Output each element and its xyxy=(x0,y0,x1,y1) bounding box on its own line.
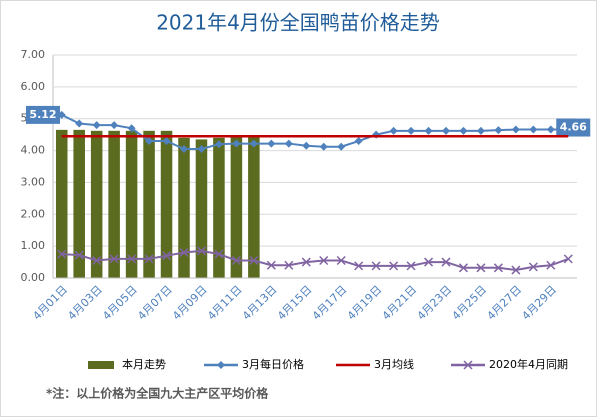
legend-label: 2020年4月同期 xyxy=(489,357,568,371)
legend-label: 本月走势 xyxy=(122,357,166,371)
point xyxy=(179,247,189,258)
point xyxy=(301,257,311,267)
data-label: 4.66 xyxy=(560,121,587,134)
bar xyxy=(195,139,208,278)
point xyxy=(511,125,520,134)
point xyxy=(232,139,241,148)
point xyxy=(110,121,119,130)
point xyxy=(249,139,258,148)
point xyxy=(337,142,346,151)
point xyxy=(162,251,172,261)
y-tick-label: 1.00 xyxy=(21,239,46,252)
point xyxy=(458,263,468,273)
point xyxy=(563,254,573,264)
bar xyxy=(160,130,173,278)
point xyxy=(406,261,416,271)
point xyxy=(336,255,346,266)
bar xyxy=(90,130,103,278)
y-tick-label: 7.00 xyxy=(21,48,46,61)
point xyxy=(546,260,556,270)
point xyxy=(249,255,259,266)
point xyxy=(127,254,137,264)
point xyxy=(145,137,154,146)
point xyxy=(266,260,276,270)
y-tick-label: 3.00 xyxy=(21,175,46,188)
point xyxy=(197,144,206,153)
legend-label: 3月每日价格 xyxy=(242,357,304,371)
point xyxy=(284,139,293,148)
bar xyxy=(178,137,190,278)
point xyxy=(75,119,84,128)
point xyxy=(528,262,538,272)
bar xyxy=(73,129,85,278)
y-tick-label: 6.00 xyxy=(21,80,46,93)
point xyxy=(302,141,311,150)
bar xyxy=(248,136,260,278)
point xyxy=(74,250,84,260)
line xyxy=(61,249,569,272)
point xyxy=(354,261,364,271)
point xyxy=(319,255,329,266)
point xyxy=(407,126,416,135)
bar xyxy=(213,137,225,278)
point xyxy=(57,249,67,259)
bar xyxy=(143,130,155,278)
point xyxy=(92,121,101,130)
point xyxy=(529,125,538,134)
point xyxy=(214,249,224,259)
point xyxy=(476,126,485,135)
y-tick-label: 4.00 xyxy=(21,144,46,157)
bar xyxy=(230,136,243,278)
point xyxy=(493,263,503,273)
legend-marker xyxy=(217,361,225,369)
point xyxy=(127,124,136,133)
point xyxy=(180,144,188,153)
legend-swatch xyxy=(88,361,114,369)
point xyxy=(511,265,521,275)
bar xyxy=(108,130,120,278)
point xyxy=(441,257,451,267)
legend-marker xyxy=(463,360,473,370)
point xyxy=(144,254,154,264)
chart-title: 2021年4月份全国鸭苗价格走势 xyxy=(156,11,440,35)
point xyxy=(494,126,503,135)
point xyxy=(214,140,223,149)
point xyxy=(284,260,294,270)
point xyxy=(196,246,206,256)
point xyxy=(92,255,102,266)
data-label-box xyxy=(26,105,60,124)
point xyxy=(476,263,486,273)
point xyxy=(319,142,328,151)
footnote: *注：以上价格为全国九大主产区平均价格 xyxy=(46,386,269,401)
point xyxy=(424,257,434,267)
point xyxy=(109,254,119,264)
data-label-box xyxy=(556,118,591,137)
point xyxy=(442,126,450,135)
point xyxy=(267,139,276,148)
point xyxy=(162,137,171,146)
legend-label: 3月均线 xyxy=(374,357,414,371)
point xyxy=(546,125,555,134)
data-label: 5.12 xyxy=(29,108,56,121)
point xyxy=(389,126,398,135)
point xyxy=(371,261,381,271)
y-tick-label: 2.00 xyxy=(21,207,46,220)
point xyxy=(424,126,433,135)
y-tick-label: 0.00 xyxy=(21,271,46,284)
bar xyxy=(55,129,68,278)
point xyxy=(459,126,468,135)
point xyxy=(231,255,241,266)
point xyxy=(354,137,363,146)
bar xyxy=(125,130,138,278)
point xyxy=(389,261,399,271)
